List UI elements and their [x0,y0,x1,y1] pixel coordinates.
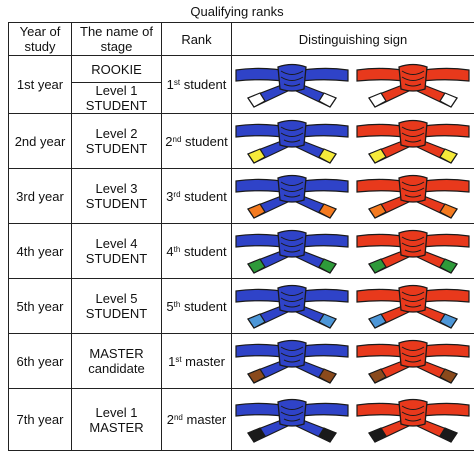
qualifying-ranks-table: Year of study The name of stage Rank Dis… [8,22,474,451]
sign-cell [232,334,474,389]
red-belt-icon [355,283,471,329]
rank-number: 5 [166,299,173,314]
rank-word: student [184,77,227,92]
stage-cell: Level 3 STUDENT [72,169,162,224]
stage-cell: Level 1 MASTER [72,389,162,451]
belt-pair [232,397,474,443]
sign-cell [232,114,474,169]
rank-number: 2 [167,412,174,427]
rank-word: student [184,189,227,204]
red-belt-icon [355,397,471,443]
stage-label: Level 1 STUDENT [72,83,161,113]
rank-cell: 1st master [162,334,232,389]
rank-word: student [185,134,228,149]
header-row: Year of study The name of stage Rank Dis… [9,23,474,56]
table-row: 2nd year Level 2 STUDENT 2nd student [9,114,474,169]
stage-label: MASTER candidate [72,346,161,376]
year-cell: 4th year [9,224,72,279]
rank-ordinal: rd [173,190,180,199]
table-row: 3rd year Level 3 STUDENT 3rd student [9,169,474,224]
stage-cell: ROOKIE [72,56,162,83]
rank-word: master [185,354,225,369]
sign-cell [232,56,474,114]
belt-pair [232,62,474,108]
rank-ordinal: nd [174,413,183,422]
rank-cell: 3rd student [162,169,232,224]
table-row: 7th year Level 1 MASTER 2nd master [9,389,474,451]
rank-number: 4 [166,244,173,259]
year-cell: 5th year [9,279,72,334]
year-cell: 7th year [9,389,72,451]
stage-cell: Level 1 STUDENT [72,83,162,114]
header-year: Year of study [9,23,72,56]
table-row: 4th year Level 4 STUDENT 4th student [9,224,474,279]
stage-label: Level 4 STUDENT [72,236,161,266]
table-title: Qualifying ranks [0,0,474,22]
red-belt-icon [355,173,471,219]
stage-label: Level 1 MASTER [72,405,161,435]
red-belt-icon [355,62,471,108]
rank-word: student [184,299,227,314]
stage-label: Level 2 STUDENT [72,126,161,156]
rank-cell: 2nd student [162,114,232,169]
rank-ordinal: nd [173,135,182,144]
stage-label: Level 5 STUDENT [72,291,161,321]
stage-label: Level 3 STUDENT [72,181,161,211]
year-cell: 1st year [9,56,72,114]
stage-cell: MASTER candidate [72,334,162,389]
header-rank: Rank [162,23,232,56]
stage-cell: Level 2 STUDENT [72,114,162,169]
header-stage: The name of stage [72,23,162,56]
year-cell: 3rd year [9,169,72,224]
belt-pair [232,283,474,329]
belt-pair [232,338,474,384]
blue-belt-icon [234,228,350,274]
belt-pair [232,228,474,274]
rank-cell: 5th student [162,279,232,334]
year-cell: 2nd year [9,114,72,169]
blue-belt-icon [234,283,350,329]
rank-word: master [187,412,227,427]
blue-belt-icon [234,62,350,108]
red-belt-icon [355,118,471,164]
belt-pair [232,173,474,219]
sign-cell [232,224,474,279]
table-row: 5th year Level 5 STUDENT 5th student [9,279,474,334]
header-sign: Distinguishing sign [232,23,474,56]
rank-ordinal: st [174,78,180,87]
rank-cell: 4th student [162,224,232,279]
stage-cell: Level 4 STUDENT [72,224,162,279]
sign-cell [232,169,474,224]
rank-ordinal: th [174,245,181,254]
rank-word: student [184,244,227,259]
blue-belt-icon [234,173,350,219]
rank-ordinal: st [175,355,181,364]
rank-ordinal: th [174,300,181,309]
table-row: 1st year ROOKIE 1st student [9,56,474,83]
belt-pair [232,118,474,164]
sign-cell [232,279,474,334]
table-row: 6th year MASTER candidate 1st master [9,334,474,389]
red-belt-icon [355,228,471,274]
rank-number: 1 [167,77,174,92]
rank-number: 2 [165,134,172,149]
red-belt-icon [355,338,471,384]
sign-cell [232,389,474,451]
rank-cell: 1st student [162,56,232,114]
blue-belt-icon [234,397,350,443]
blue-belt-icon [234,118,350,164]
blue-belt-icon [234,338,350,384]
stage-cell: Level 5 STUDENT [72,279,162,334]
year-cell: 6th year [9,334,72,389]
rank-cell: 2nd master [162,389,232,451]
